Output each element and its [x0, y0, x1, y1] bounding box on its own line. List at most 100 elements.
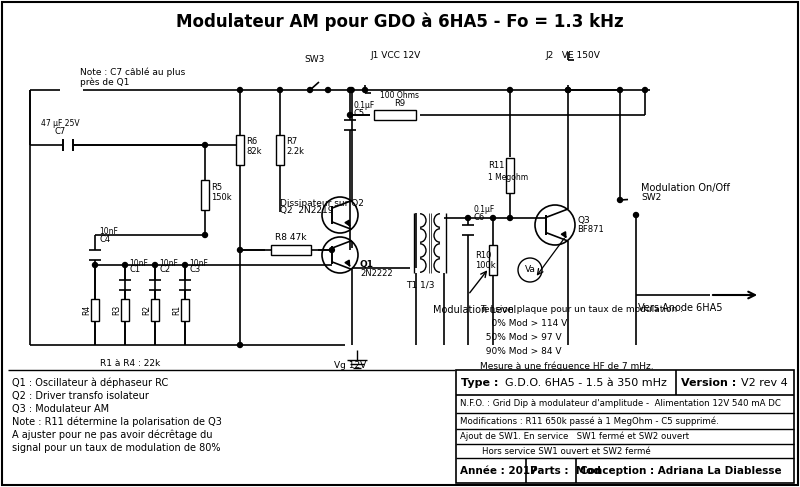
Text: Q2 : Driver transfo isolateur: Q2 : Driver transfo isolateur — [12, 391, 149, 401]
Bar — [151, 299, 159, 321]
Bar — [181, 299, 189, 321]
Circle shape — [238, 342, 242, 348]
Text: Note : R11 détermine la polarisation de Q3: Note : R11 détermine la polarisation de … — [12, 417, 222, 427]
Text: Q2  2N2219: Q2 2N2219 — [280, 206, 334, 216]
Text: N.F.O. : Grid Dip à modulateur d'amplitude -  Alimentation 12V 540 mA DC: N.F.O. : Grid Dip à modulateur d'amplitu… — [460, 399, 781, 409]
Text: Type :: Type : — [461, 377, 498, 388]
Circle shape — [347, 88, 353, 93]
Text: Conception : Adriana La Diablesse: Conception : Adriana La Diablesse — [580, 466, 782, 475]
Circle shape — [307, 88, 313, 93]
Circle shape — [618, 198, 622, 203]
Text: Note : C7 câblé au plus: Note : C7 câblé au plus — [80, 67, 186, 77]
Text: C3: C3 — [189, 265, 200, 275]
Circle shape — [93, 262, 98, 267]
Text: 90% Mod > 84 V: 90% Mod > 84 V — [480, 348, 562, 356]
Text: 10nF: 10nF — [189, 259, 208, 267]
Text: A ajuster pour ne pas avoir décrêtage du: A ajuster pour ne pas avoir décrêtage du — [12, 430, 213, 440]
Text: R1 à R4 : 22k: R1 à R4 : 22k — [100, 358, 160, 368]
Circle shape — [618, 88, 622, 93]
Text: R10: R10 — [475, 250, 491, 260]
Circle shape — [566, 88, 570, 93]
Circle shape — [153, 262, 158, 267]
Circle shape — [122, 262, 127, 267]
Circle shape — [278, 88, 282, 93]
Text: 2.2k: 2.2k — [286, 148, 304, 156]
Text: Modulation On/Off: Modulation On/Off — [641, 183, 730, 193]
Circle shape — [182, 262, 187, 267]
Bar — [91, 299, 99, 321]
Circle shape — [362, 88, 367, 93]
Text: Dissipateur sur Q2: Dissipateur sur Q2 — [280, 199, 364, 207]
Text: Vers Anode 6HA5: Vers Anode 6HA5 — [638, 303, 722, 313]
Bar — [456, 370, 794, 483]
Text: Vg 12V: Vg 12V — [334, 360, 366, 370]
Text: 150k: 150k — [211, 192, 232, 202]
Bar — [276, 135, 284, 165]
Text: signal pour un taux de modulation de 80%: signal pour un taux de modulation de 80% — [12, 443, 221, 453]
Text: R8 47k: R8 47k — [275, 233, 306, 243]
Text: R6: R6 — [246, 137, 258, 147]
Text: 2N2222: 2N2222 — [360, 268, 393, 278]
Text: G.D.O. 6HA5 - 1.5 à 350 mHz: G.D.O. 6HA5 - 1.5 à 350 mHz — [498, 377, 667, 388]
Text: Modulateur AM pour GDO à 6HA5 - Fo = 1.3 kHz: Modulateur AM pour GDO à 6HA5 - Fo = 1.3… — [176, 13, 624, 31]
Circle shape — [202, 143, 207, 148]
Text: 0.1µF: 0.1µF — [354, 100, 375, 110]
Text: Parts :  Mod: Parts : Mod — [530, 466, 601, 475]
Text: J1 VCC 12V: J1 VCC 12V — [370, 51, 420, 59]
Text: Ajout de SW1. En service   SW1 fermé et SW2 ouvert: Ajout de SW1. En service SW1 fermé et SW… — [460, 432, 689, 441]
Text: Q1: Q1 — [360, 261, 374, 269]
Circle shape — [278, 247, 282, 252]
Text: Version :: Version : — [681, 377, 736, 388]
Text: 47 µF 25V: 47 µF 25V — [41, 118, 79, 128]
Text: Tension plaque pour un taux de modulation :: Tension plaque pour un taux de modulatio… — [480, 305, 683, 315]
Text: Q3 : Modulateur AM: Q3 : Modulateur AM — [12, 404, 109, 414]
Text: SW3: SW3 — [305, 56, 325, 64]
Bar — [201, 180, 209, 210]
Text: C7: C7 — [54, 127, 66, 135]
Text: 10nF: 10nF — [159, 259, 178, 267]
Text: Année : 2017: Année : 2017 — [460, 466, 538, 475]
Circle shape — [566, 88, 570, 93]
Circle shape — [238, 88, 242, 93]
Text: R1: R1 — [173, 305, 182, 315]
Text: C5: C5 — [354, 109, 365, 117]
Text: 0% Mod > 114 V: 0% Mod > 114 V — [480, 319, 567, 329]
Text: près de Q1: près de Q1 — [80, 77, 130, 87]
Text: 0.1µF: 0.1µF — [473, 206, 494, 214]
Text: Modifications : R11 650k passé à 1 MegOhm - C5 supprimé.: Modifications : R11 650k passé à 1 MegOh… — [460, 416, 718, 426]
Circle shape — [490, 216, 495, 221]
Text: Hors service SW1 ouvert et SW2 fermé: Hors service SW1 ouvert et SW2 fermé — [460, 447, 650, 455]
Text: R3: R3 — [113, 305, 122, 315]
Text: 10nF: 10nF — [99, 227, 118, 237]
Text: 100k: 100k — [475, 261, 496, 269]
Text: Q1 : Oscillateur à déphaseur RC: Q1 : Oscillateur à déphaseur RC — [12, 378, 168, 388]
Circle shape — [466, 216, 470, 221]
Bar — [271, 245, 311, 255]
Text: R2: R2 — [142, 305, 151, 315]
Text: R11: R11 — [488, 161, 504, 169]
Bar — [506, 157, 514, 192]
Circle shape — [634, 212, 638, 218]
Bar — [236, 135, 244, 165]
Text: R4: R4 — [82, 305, 91, 315]
Text: T1 1/3: T1 1/3 — [406, 281, 434, 289]
Text: Q3: Q3 — [577, 216, 590, 225]
Text: R5: R5 — [211, 183, 222, 191]
Circle shape — [330, 247, 334, 252]
Text: Mesure à une fréquence HF de 7 mHz.: Mesure à une fréquence HF de 7 mHz. — [480, 361, 654, 371]
Circle shape — [202, 232, 207, 238]
Text: BF871: BF871 — [577, 225, 604, 235]
Text: C1: C1 — [129, 265, 140, 275]
Bar — [489, 245, 497, 275]
Bar — [374, 110, 416, 120]
Text: 82k: 82k — [246, 148, 262, 156]
Circle shape — [642, 88, 647, 93]
Text: C6: C6 — [473, 213, 484, 223]
Text: C4: C4 — [99, 236, 110, 244]
Text: 1 Megohm: 1 Megohm — [488, 173, 528, 183]
Circle shape — [349, 88, 354, 93]
Text: V2 rev 4: V2 rev 4 — [734, 377, 788, 388]
Circle shape — [238, 247, 242, 252]
Text: 100 Ohms: 100 Ohms — [381, 91, 419, 99]
Text: Va: Va — [525, 265, 535, 275]
